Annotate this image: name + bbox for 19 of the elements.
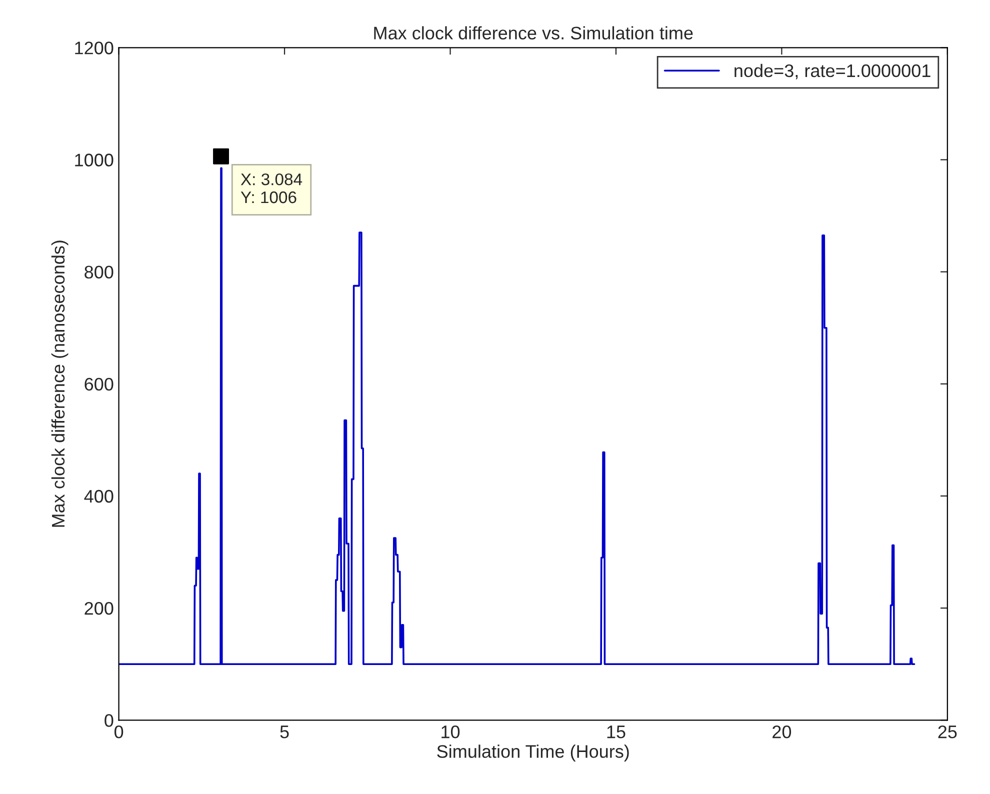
y-tick-label: 400 (84, 490, 114, 503)
y-tick-label: 1000 (75, 154, 114, 166)
y-axis-title: Max clock difference (nanoseconds) (51, 240, 68, 527)
y-tick-label: 800 (84, 266, 114, 279)
y-tick-label: 200 (84, 602, 114, 615)
x-tick-label: 0 (114, 725, 124, 738)
chart-title: Max clock difference vs. Simulation time (374, 26, 693, 40)
y-tick-label: 0 (104, 714, 114, 727)
x-tick-label: 10 (442, 725, 460, 738)
y-tick-label: 1200 (75, 42, 114, 54)
x-tick-label: 5 (280, 726, 289, 738)
line-series (118, 167, 916, 666)
legend-label: node=3, rate=1.0000001 (734, 64, 930, 80)
x-tick-label: 20 (772, 725, 792, 738)
x-tick-label: 25 (938, 725, 957, 738)
x-axis-title: Simulation Time (Hours) (437, 744, 629, 762)
y-tick-label: 600 (84, 378, 114, 391)
annotation: X: 3.084 Y: 1006 (240, 173, 302, 204)
x-tick-label: 15 (607, 726, 626, 738)
